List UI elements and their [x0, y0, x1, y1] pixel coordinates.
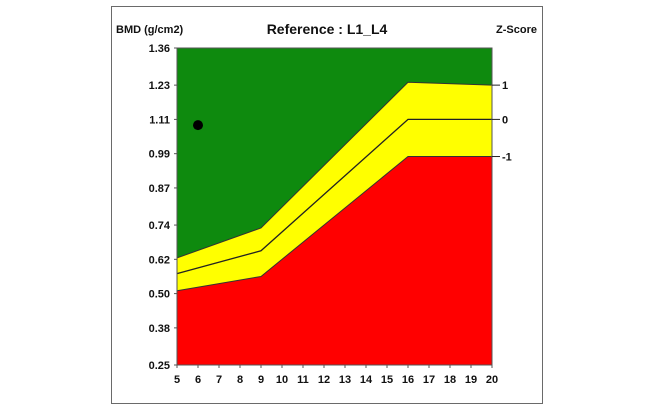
y-tick-label: 0.87 [149, 183, 170, 195]
red-zone [177, 156, 492, 365]
z-score-tick-label: 0 [502, 114, 508, 126]
x-tick-label: 10 [276, 374, 288, 386]
x-tick-label: 19 [465, 374, 477, 386]
chart-title: Reference : L1_L4 [267, 21, 388, 37]
x-tick-label: 11 [297, 374, 309, 386]
chart-panel: BMD (g/cm2) Reference : L1_L4 Z-Score 1.… [111, 6, 543, 404]
x-tick-label: 7 [216, 374, 222, 386]
x-tick-label: 17 [423, 374, 435, 386]
y-tick-label: 1.36 [149, 43, 170, 55]
plot-border [176, 47, 493, 366]
z-score-tick-label: 1 [502, 80, 508, 92]
yellow-zone [177, 82, 492, 291]
z-minus1-line [176, 156, 492, 292]
y-tick-label: 0.74 [149, 220, 171, 232]
y-axis-label: BMD (g/cm2) [116, 24, 184, 36]
z-score-tick-label: -1 [502, 152, 512, 164]
x-tick-label: 15 [381, 374, 393, 386]
x-tick-label: 12 [318, 374, 330, 386]
y-tick-label: 1.11 [149, 114, 170, 126]
x-tick-label: 5 [174, 374, 180, 386]
bmd-reference-chart: BMD (g/cm2) Reference : L1_L4 Z-Score 1.… [116, 21, 537, 386]
z-plus1-line [176, 81, 493, 259]
x-tick-label: 13 [339, 374, 351, 386]
x-tick-label: 9 [258, 374, 264, 386]
y-tick-label: 0.62 [149, 254, 170, 266]
patient-data-point [193, 120, 203, 131]
x-tick-label: 16 [402, 374, 414, 386]
y-tick-label: 0.38 [149, 323, 170, 335]
z-zero-line [176, 118, 492, 275]
x-tick-label: 14 [360, 374, 373, 386]
y-tick-label: 0.99 [149, 149, 170, 161]
x-tick-label: 18 [444, 374, 456, 386]
y-tick-label: 0.50 [149, 289, 170, 301]
z-score-axis-label: Z-Score [496, 24, 537, 36]
x-tick-label: 20 [486, 374, 498, 386]
x-tick-label: 8 [237, 374, 243, 386]
y-tick-label: 0.25 [149, 360, 170, 372]
y-tick-label: 1.23 [149, 80, 170, 92]
x-tick-label: 6 [195, 374, 201, 386]
